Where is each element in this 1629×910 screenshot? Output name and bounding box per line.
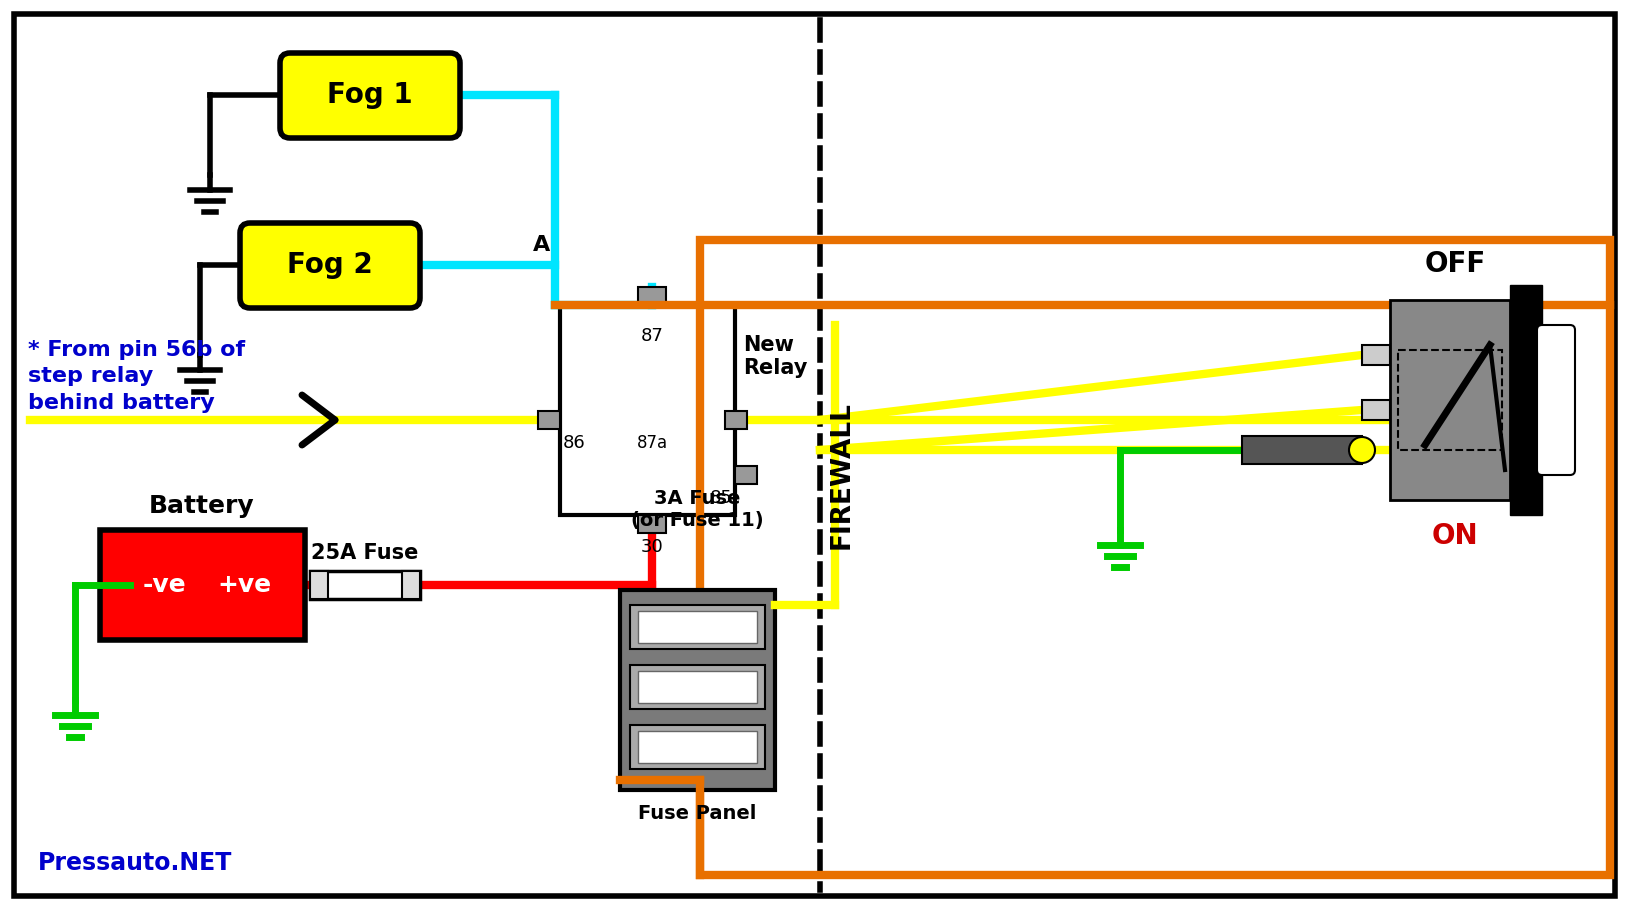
Text: OFF: OFF	[1424, 250, 1486, 278]
Bar	[639, 611, 757, 643]
Bar	[621, 590, 775, 790]
Bar	[1362, 345, 1390, 365]
Text: Battery: Battery	[150, 494, 254, 518]
Bar	[560, 305, 735, 515]
Bar	[725, 411, 748, 429]
FancyBboxPatch shape	[280, 53, 459, 138]
Bar	[639, 671, 757, 703]
Bar	[639, 287, 666, 305]
Bar	[1398, 350, 1502, 450]
Text: -ve: -ve	[142, 573, 186, 597]
Bar	[402, 571, 420, 599]
Text: A: A	[533, 235, 551, 255]
Bar	[1241, 436, 1362, 464]
Text: 25A Fuse: 25A Fuse	[311, 543, 419, 563]
Bar	[1390, 300, 1510, 500]
Text: Fog 2: Fog 2	[287, 251, 373, 279]
Bar	[1362, 400, 1390, 420]
Bar	[630, 665, 766, 709]
Bar	[99, 530, 305, 640]
Bar	[310, 571, 420, 599]
Circle shape	[1349, 437, 1375, 463]
Text: 30: 30	[640, 538, 663, 556]
Bar	[735, 466, 757, 484]
Bar	[639, 731, 757, 763]
Text: Fuse Panel: Fuse Panel	[639, 804, 756, 823]
Bar	[639, 515, 666, 533]
Text: ON: ON	[1432, 522, 1478, 550]
Bar	[630, 605, 766, 649]
Text: 87a: 87a	[637, 434, 668, 452]
Bar	[1510, 285, 1543, 515]
Bar	[700, 240, 1609, 875]
Bar	[538, 411, 560, 429]
Text: +ve: +ve	[217, 573, 270, 597]
Bar	[310, 571, 327, 599]
FancyBboxPatch shape	[1538, 325, 1575, 475]
Bar	[630, 725, 766, 769]
Text: New
Relay: New Relay	[743, 335, 808, 379]
Text: * From pin 56b of
step relay
behind battery: * From pin 56b of step relay behind batt…	[28, 340, 244, 413]
Text: 87: 87	[640, 327, 663, 345]
Text: FIREWALL: FIREWALL	[829, 401, 855, 549]
Text: 86: 86	[562, 434, 585, 452]
Text: Pressauto.NET: Pressauto.NET	[37, 851, 233, 875]
Text: Fog 1: Fog 1	[327, 81, 412, 109]
Text: 85: 85	[710, 489, 733, 507]
Text: 3A Fuse
(or Fuse 11): 3A Fuse (or Fuse 11)	[630, 489, 764, 530]
FancyBboxPatch shape	[239, 223, 420, 308]
